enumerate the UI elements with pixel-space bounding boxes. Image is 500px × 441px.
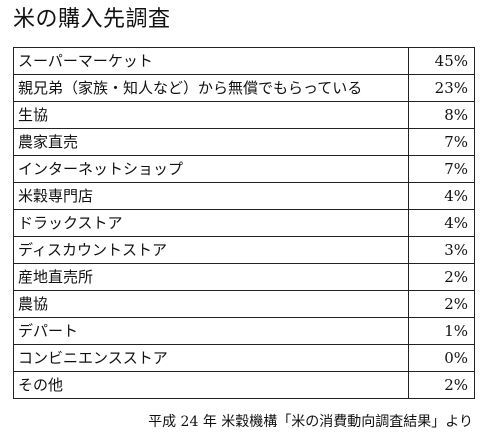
source-note: 平成 24 年 米穀機構「米の消費動向調査結果」より — [148, 414, 473, 430]
table-row: 産地直売所 2% — [13, 263, 475, 291]
row-label: ドラックストア — [13, 209, 409, 237]
row-label: インターネットショップ — [13, 155, 409, 183]
row-value: 0% — [408, 344, 475, 372]
row-value: 3% — [408, 236, 475, 264]
row-value: 7% — [408, 155, 475, 183]
row-label: 農家直売 — [13, 128, 409, 156]
table-row: デパート 1% — [13, 317, 475, 345]
row-label: ディスカウントストア — [13, 236, 409, 264]
row-value: 2% — [408, 371, 475, 399]
purchase-source-table: スーパーマーケット 45% 親兄弟（家族・知人など）から無償でもらっている 23% 生協… — [13, 47, 475, 399]
row-value: 2% — [408, 263, 475, 291]
table-row: コンビニエンスストア 0% — [13, 344, 475, 372]
row-value: 23% — [408, 74, 475, 102]
table-row: 農家直売 7% — [13, 128, 475, 156]
table-row: 生協 8% — [13, 101, 475, 129]
table-row: インターネットショップ 7% — [13, 155, 475, 183]
row-value: 7% — [408, 128, 475, 156]
table-row: ディスカウントストア 3% — [13, 236, 475, 264]
row-value: 2% — [408, 290, 475, 318]
row-label: 産地直売所 — [13, 263, 409, 291]
row-label: コンビニエンスストア — [13, 344, 409, 372]
row-value: 4% — [408, 209, 475, 237]
table-body: スーパーマーケット 45% 親兄弟（家族・知人など）から無償でもらっている 23% 生協… — [13, 47, 475, 399]
table-row: スーパーマーケット 45% — [13, 47, 475, 75]
table-row: 米穀専門店 4% — [13, 182, 475, 210]
row-label: その他 — [13, 371, 409, 399]
row-label: 生協 — [13, 101, 409, 129]
row-value: 1% — [408, 317, 475, 345]
row-label: 米穀専門店 — [13, 182, 409, 210]
table-row: 農協 2% — [13, 290, 475, 318]
table-row: その他 2% — [13, 371, 475, 399]
row-value: 4% — [408, 182, 475, 210]
row-label: 親兄弟（家族・知人など）から無償でもらっている — [13, 74, 409, 102]
row-label: 農協 — [13, 290, 409, 318]
row-label: スーパーマーケット — [13, 47, 409, 75]
row-value: 8% — [408, 101, 475, 129]
chart-title: 米の購入先調査 — [13, 7, 171, 32]
row-value: 45% — [408, 47, 475, 75]
table-row: 親兄弟（家族・知人など）から無償でもらっている 23% — [13, 74, 475, 102]
row-label: デパート — [13, 317, 409, 345]
table-row: ドラックストア 4% — [13, 209, 475, 237]
